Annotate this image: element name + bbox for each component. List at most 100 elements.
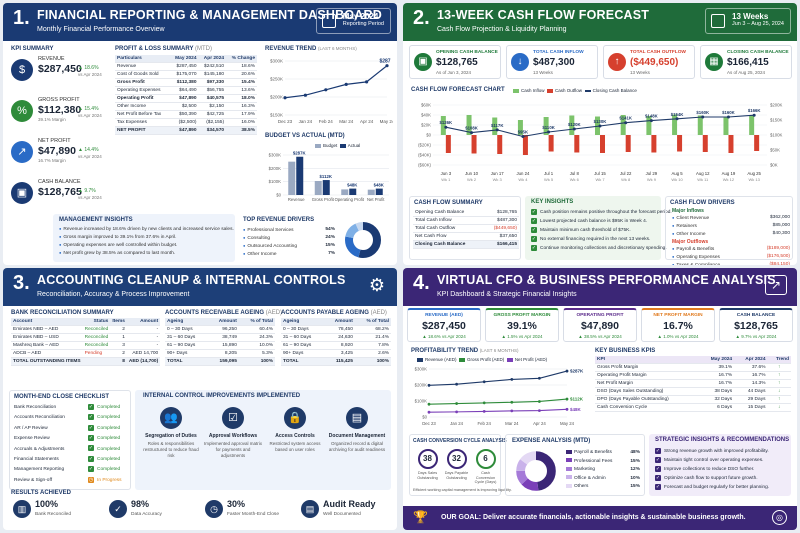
y-tick-right: $200K — [770, 103, 783, 108]
expense-pct: 12% — [630, 467, 640, 472]
control-desc: Organized record & digital archiving for… — [328, 441, 386, 452]
checklist-item: AR / AP Review ✓ Completed — [14, 424, 128, 434]
table-cell: 2 — [110, 325, 127, 334]
strategy-text: Forecast and budget regularly for better… — [664, 485, 770, 490]
key-insights-panel: KEY INSIGHTS ✓ Cash position remains posi… — [525, 196, 672, 260]
clock-icon: ◷ — [88, 476, 94, 483]
kpi-value: $128,765 — [38, 186, 82, 198]
y-tick-right: $0K — [770, 163, 778, 168]
check-icon: ✓ — [531, 244, 537, 251]
outflow-row: Operating Expenses ($176,500) — [672, 253, 790, 261]
ccc-item: 38 Days Sales Outstanding — [414, 449, 441, 480]
card-icon: ↓ — [511, 53, 529, 71]
ccc-value: 32 — [446, 449, 467, 469]
check-icon: ✓ — [88, 445, 94, 452]
bar-value-label: $48K — [347, 183, 358, 188]
y-tick-label: $200K — [269, 166, 282, 171]
drivers-donut-chart — [345, 222, 381, 258]
card-value: $487,300 — [533, 57, 575, 68]
strategy-item: ✓ Forecast and budget regularly for bette… — [655, 483, 769, 492]
table-cell: 15.4% — [226, 78, 257, 87]
business-kpi-table: KPI May 2024 Apr 2024 Trend Gross Profit Mar… — [595, 356, 791, 412]
table-cell: $175,070 — [169, 70, 199, 79]
inflow-value: $85,000 — [772, 223, 790, 228]
strategy-text: Optimize cash flow to support future gro… — [664, 476, 758, 481]
outflow-value: ($189,000) — [766, 246, 790, 251]
inflow-name: Retainers — [672, 222, 697, 230]
table-cell: 37.6% — [734, 363, 768, 372]
result-value: 100% — [35, 499, 59, 509]
revenue-trend-chart: $150K $200K $250K $300K Dec 23 Jan 24 Feb 24 Ma… — [270, 59, 393, 125]
checklist-status-text: Completed — [97, 425, 121, 431]
control-title: Approval Workflows — [208, 433, 258, 439]
table-header-cell: Trend — [767, 356, 791, 364]
x-tick-label: Feb 24 — [478, 421, 492, 426]
insight-item: ✓ No external financing required in the n… — [531, 235, 672, 244]
table-cell: AED 14,700 — [126, 349, 161, 358]
kpi-value: $47,890 — [38, 145, 76, 157]
inflow-bar — [492, 117, 498, 135]
table-cell: Pending — [82, 349, 111, 358]
kpi-label: GROSS PROFIT MARGIN — [493, 313, 551, 318]
profit-point — [482, 380, 486, 384]
profit-point — [510, 400, 514, 404]
category-label: Operating Profit — [335, 197, 365, 202]
y-tick-label: $300K — [269, 153, 282, 158]
closing-label: $166K — [748, 108, 762, 113]
table-cell: Reconciled — [82, 333, 111, 342]
table-row: Gross Profit $112,380 $97,330 15.4% — [115, 78, 257, 87]
checklist-label: Bank Reconciliation — [14, 405, 57, 410]
kpi-summary-title: KPI SUMMARY — [11, 46, 54, 52]
checklist-status: ✓ Completed — [88, 465, 128, 475]
profitability-trend-chart: $0 $100K $200K $300K $287K $112K $48K Dec 23 Jan… — [415, 367, 584, 427]
summary-label: Opening Cash Balance — [413, 209, 484, 217]
badge-sub: Reporting Period — [342, 21, 384, 27]
check-icon: ✓ — [88, 414, 94, 421]
table-row: 61 – 90 Days 8,920 7.8% — [281, 341, 391, 350]
expense-name-wrap: Office & Admin — [566, 475, 606, 484]
closing-point — [495, 128, 499, 132]
closing-point — [598, 124, 602, 128]
checklist-label: Accruals & Adjustments — [14, 446, 65, 452]
week-label: Wk 4 — [518, 177, 528, 182]
result-item-2: ◷ 30% Faster Month-End Close — [205, 497, 295, 523]
table-cell: Reconciled — [82, 341, 111, 350]
outflow-bar — [497, 135, 503, 154]
kpi-value: $47,890 — [581, 320, 619, 332]
checklist-label: Management Reporting — [14, 467, 65, 473]
kpi-icon: $ — [11, 59, 33, 81]
goal-text: OUR GOAL: Deliver accurate financials, a… — [441, 514, 746, 521]
profit-point — [510, 378, 514, 381]
control-title: Segregation of Duties — [145, 433, 197, 439]
table-cell: 31 – 60 Days — [281, 333, 325, 342]
x-tick-label: Apr 24 — [533, 421, 546, 426]
insight-item: ✓ Maintain minimum cash threshold of $75K… — [531, 226, 672, 235]
ap-unit: (AED) — [370, 310, 387, 316]
actual-bar — [322, 180, 330, 195]
week-label: Wk 5 — [544, 177, 554, 182]
table-cell: $2,500 — [169, 102, 199, 111]
profit-legend: Revenue (AED) Gross Profit (AED) Net Pro… — [417, 357, 547, 362]
cfo-kpi-card-4: CASH BALANCE $128,765 ▲ 9.7% vs Apr 2024 — [719, 308, 793, 342]
close-title: MONTH-END CLOSE CHECKLIST — [14, 394, 109, 400]
cash-flow-drivers-panel: CASH FLOW DRIVERS Major InflowsClient Re… — [665, 196, 793, 265]
cfo-kpi-card-3: NET PROFIT MARGIN 16.7% ▲ 1.0% vs Apr 2024 — [641, 308, 715, 342]
forecast-period-badge: 13 Weeks Jun 3 – Aug 25, 2024 — [705, 8, 791, 34]
outflow-name: Taxes & Compliance — [672, 261, 720, 265]
revenue-point — [365, 80, 369, 84]
driver-row: Outsourced Accounting 15% — [243, 242, 335, 250]
category-label: Net Profit — [367, 197, 385, 202]
result-icon: ▥ — [13, 500, 31, 518]
card-icon: ▣ — [414, 53, 432, 71]
table-cell: Cost of Goods Sold — [115, 70, 170, 79]
closing-point — [624, 121, 628, 125]
closing-point — [444, 125, 448, 129]
check-icon: ✓ — [655, 447, 661, 454]
y-tick-label: $250K — [270, 77, 283, 82]
table-cell: 100% — [354, 357, 391, 366]
kpi-label: OPERATING PROFIT — [576, 313, 624, 318]
driver-pct: 15% — [325, 243, 335, 248]
ccc-panel: CASH CONVERSION CYCLE ANALYSIS Efficient… — [409, 434, 512, 496]
control-title: Access Controls — [275, 433, 315, 439]
kpi-card-2: ↗ NET PROFIT $47,890 ▲ 14.4% vs Apr 2024 16.7… — [11, 138, 103, 168]
